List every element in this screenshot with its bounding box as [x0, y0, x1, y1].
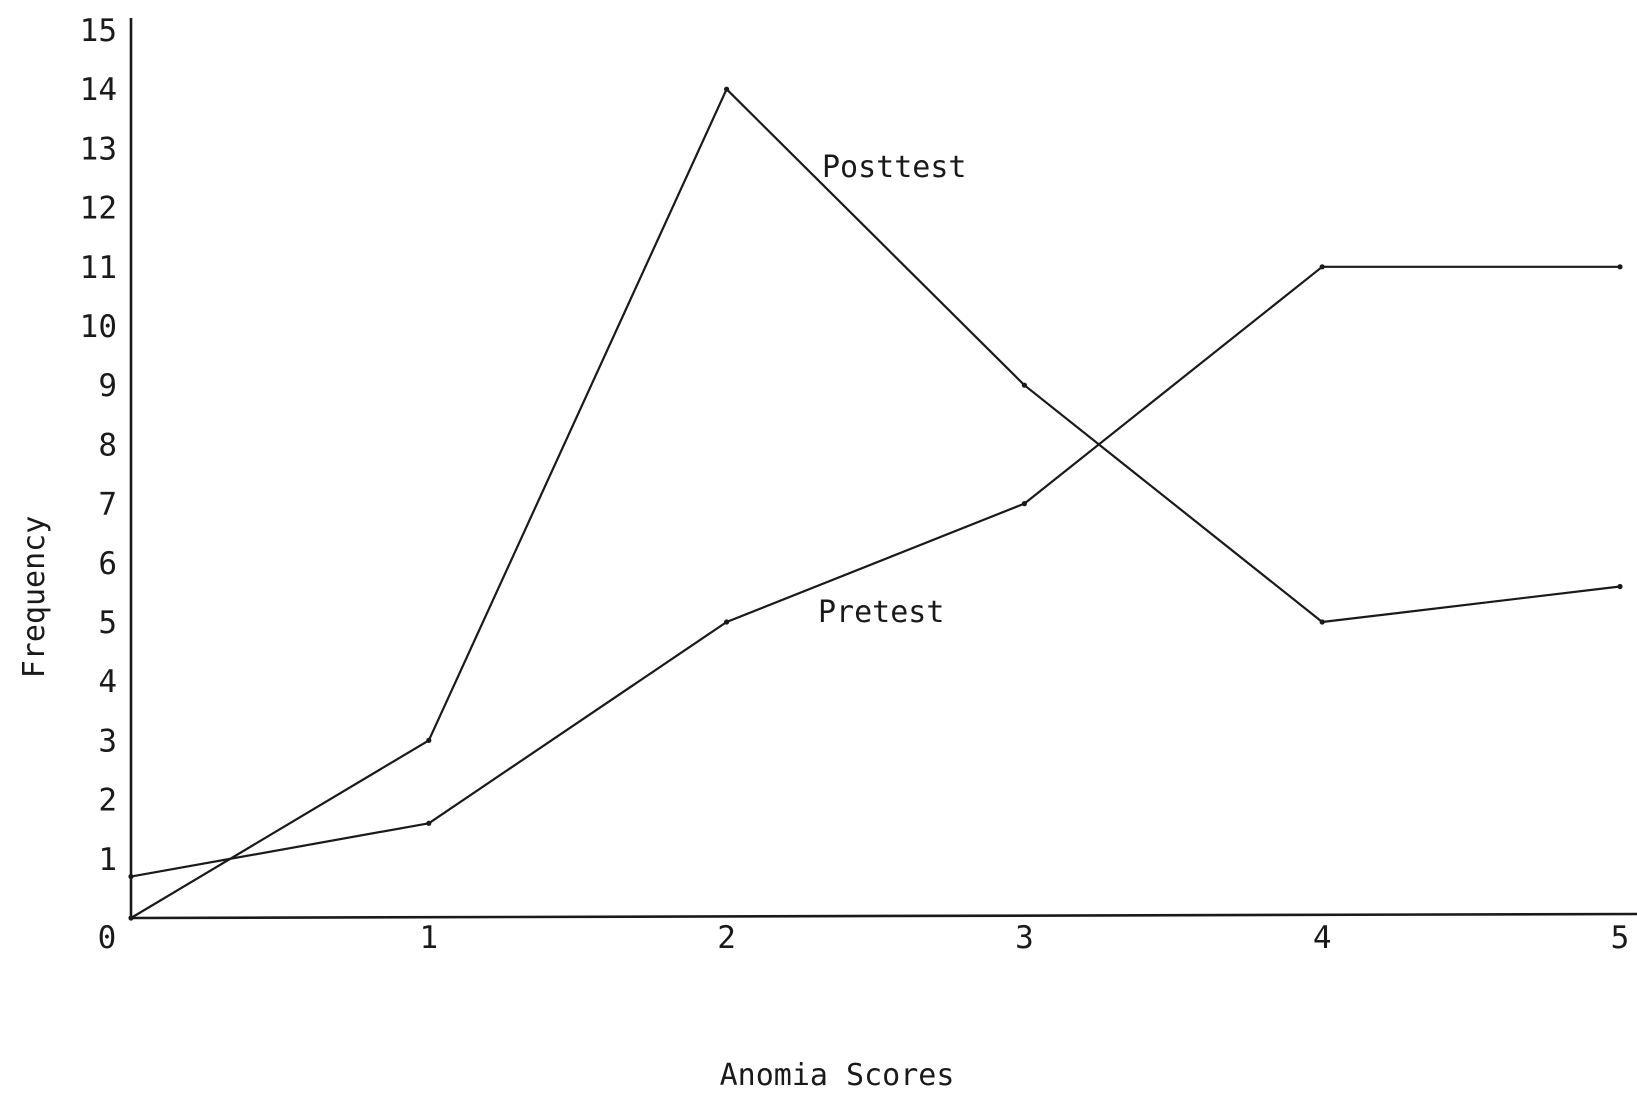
x-axis-line: [130, 912, 1637, 920]
data-point-posttest: [1021, 382, 1027, 388]
x-tick-label: 1: [419, 920, 438, 956]
y-tick-label: 7: [98, 487, 117, 523]
y-tick-label: 1: [98, 842, 117, 878]
data-point-posttest: [724, 86, 730, 92]
series-lines: [130, 88, 1621, 919]
x-tick-label: 3: [1015, 920, 1034, 956]
series-points: [128, 86, 1623, 921]
data-point-posttest: [128, 915, 134, 921]
data-point-posttest: [1319, 619, 1325, 625]
series-label-pretest: Pretest: [818, 595, 944, 630]
data-point-posttest: [426, 737, 432, 744]
x-tick-label: 4: [1313, 920, 1332, 956]
y-tick-label: 8: [98, 427, 117, 463]
series-label-posttest: Posttest: [822, 150, 967, 185]
y-tick-label: 4: [98, 664, 117, 700]
y-axis-title: Frequency: [17, 516, 52, 679]
x-axis-title: Anomia Scores: [720, 1058, 955, 1093]
y-tick-label: 12: [80, 191, 117, 227]
x-tick-label: 0: [98, 920, 117, 956]
data-point-pretest: [724, 619, 730, 625]
y-tick-label: 5: [98, 605, 117, 641]
axes: [129, 18, 1637, 920]
y-tick-label: 13: [80, 131, 117, 167]
y-tick-label: 15: [80, 13, 117, 49]
series-line-posttest: [130, 88, 1621, 919]
x-tick-labels: 0 1 2 3 4 5: [98, 920, 1630, 956]
x-tick-label: 2: [717, 920, 736, 956]
data-point-pretest: [1617, 264, 1623, 270]
y-tick-label: 14: [80, 72, 117, 108]
y-tick-label: 9: [98, 368, 117, 404]
y-tick-label: 2: [98, 783, 117, 819]
data-point-posttest: [1617, 583, 1623, 590]
data-point-pretest: [426, 820, 432, 826]
data-point-pretest: [1319, 264, 1325, 270]
data-point-pretest: [128, 873, 134, 880]
series-line-pretest: [130, 265, 1620, 878]
y-tick-label: 10: [80, 309, 117, 345]
data-point-pretest: [1021, 501, 1027, 507]
y-tick-label: 6: [98, 546, 117, 582]
x-tick-label: 5: [1611, 920, 1630, 956]
y-tick-label: 11: [80, 250, 117, 286]
y-tick-label: 3: [98, 723, 117, 759]
